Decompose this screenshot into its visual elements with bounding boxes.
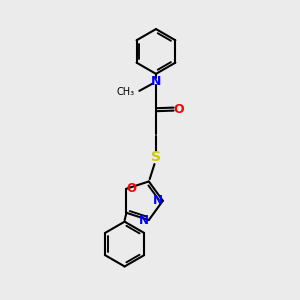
Text: N: N — [153, 194, 163, 207]
Text: N: N — [151, 75, 161, 88]
Text: N: N — [139, 214, 149, 227]
Text: O: O — [126, 182, 136, 195]
Text: O: O — [173, 103, 184, 116]
Text: CH₃: CH₃ — [117, 87, 135, 97]
Text: S: S — [151, 151, 161, 164]
